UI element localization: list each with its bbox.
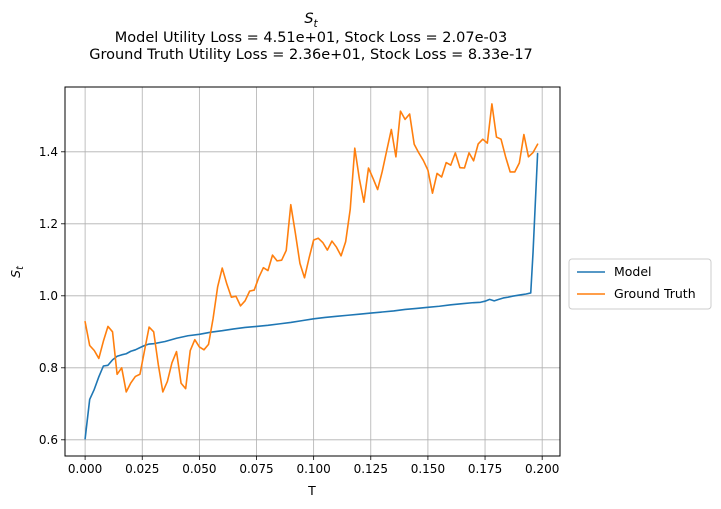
y-axis-label-main: S [8, 270, 23, 278]
chart-subtitle-line1: Model Utility Loss = 4.51e+01, Stock Los… [115, 30, 507, 46]
y-tick-label: 1.0 [39, 289, 58, 303]
x-tick-label: 0.100 [296, 462, 330, 476]
y-tick-label: 1.4 [39, 145, 58, 159]
x-tick-label: 0.025 [125, 462, 159, 476]
series-line-model [84, 152, 539, 440]
legend-label-ground-truth: Ground Truth [614, 286, 696, 301]
axis-ticks: 0.000 0.025 0.050 0.075 0.100 0.125 0.150 0.175… [39, 145, 559, 476]
y-tick-label: 1.2 [39, 217, 58, 231]
x-tick-label: 0.050 [182, 462, 216, 476]
legend: Model Ground Truth [568, 258, 712, 310]
plot-area-frame [64, 86, 561, 457]
series-lines [84, 103, 539, 440]
grid-lines [65, 87, 560, 456]
chart-subtitle-line2: Ground Truth Utility Loss = 2.36e+01, St… [89, 47, 533, 63]
y-axis-label-sub: t [15, 265, 26, 270]
x-tick-label: 0.200 [525, 462, 559, 476]
legend-label-model: Model [614, 264, 652, 279]
x-tick-label: 0.125 [354, 462, 388, 476]
x-tick-label: 0.175 [468, 462, 502, 476]
chart-title: St [304, 11, 318, 30]
y-axis-label: St [8, 265, 26, 278]
x-tick-label: 0.000 [68, 462, 102, 476]
x-tick-label: 0.075 [239, 462, 273, 476]
y-tick-label: 0.8 [39, 361, 58, 375]
chart-title-sub: t [314, 18, 319, 30]
series-line-ground-truth [84, 103, 539, 393]
x-tick-label: 0.150 [411, 462, 445, 476]
y-tick-label: 0.6 [39, 433, 58, 447]
x-axis-label: T [307, 483, 316, 498]
chart-title-main: S [304, 11, 313, 27]
